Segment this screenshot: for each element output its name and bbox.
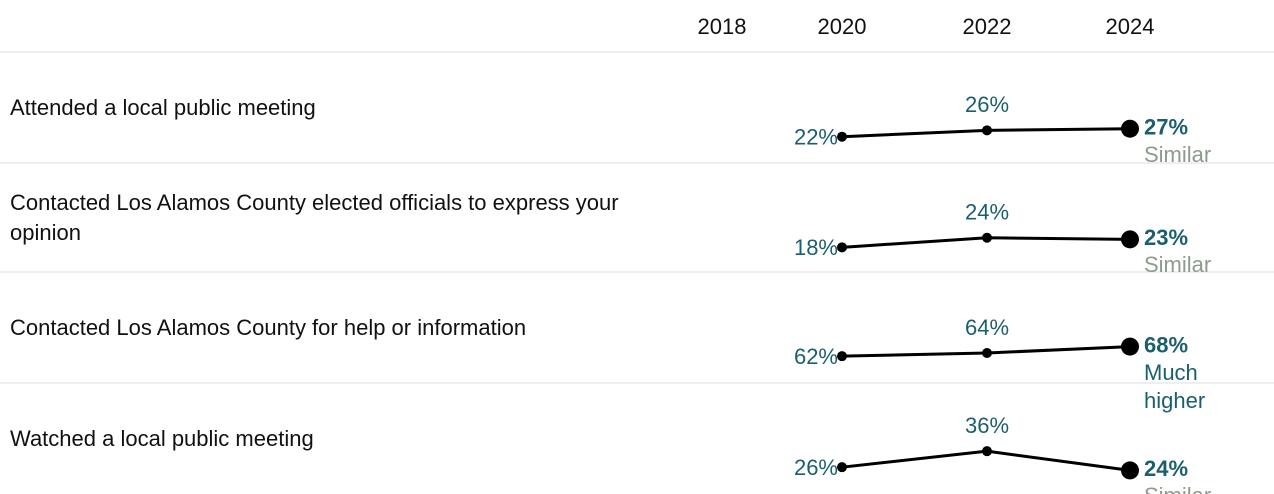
- point: [1121, 461, 1139, 480]
- column-header: 2018: [698, 14, 747, 39]
- comparison: Much higher: [1144, 359, 1206, 413]
- value-label: 64%: [965, 315, 1009, 340]
- row-label: Attended a local public meeting: [10, 94, 316, 120]
- point: [837, 351, 847, 362]
- value-label: 24%: [965, 200, 1009, 225]
- point: [982, 347, 992, 358]
- point: [1121, 337, 1139, 356]
- comparison: Similar: [1144, 482, 1244, 494]
- point: [1121, 119, 1139, 138]
- point: [1121, 230, 1139, 249]
- comparison: Similar: [1144, 252, 1212, 278]
- value-label: 68%: [1144, 332, 1188, 357]
- point: [837, 462, 847, 473]
- column-header: 2024: [1106, 14, 1155, 39]
- column-header: 2020: [818, 14, 867, 39]
- point: [837, 131, 847, 142]
- row-label: Watched a local public meeting: [10, 425, 314, 451]
- point: [837, 242, 847, 253]
- value-label: 23%: [1144, 225, 1188, 250]
- value-label: 18%: [794, 235, 838, 260]
- comparison: Similar: [1144, 141, 1212, 167]
- value-label: 62%: [794, 344, 838, 369]
- value-label: 36%: [965, 413, 1009, 438]
- row-label: Contacted Los Alamos County elected offi…: [10, 189, 619, 245]
- row-label: Contacted Los Alamos County for help or …: [10, 314, 527, 340]
- value-label: 26%: [965, 92, 1009, 117]
- value-label: 27%: [1144, 115, 1188, 140]
- point: [982, 446, 992, 457]
- column-header: 2022: [963, 14, 1012, 39]
- point: [982, 232, 992, 243]
- value-label: 22%: [794, 125, 838, 150]
- point: [982, 125, 992, 136]
- value-label: 24%: [1144, 456, 1188, 481]
- value-label: 26%: [794, 455, 838, 480]
